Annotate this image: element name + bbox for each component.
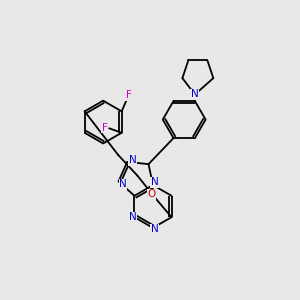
Text: N: N bbox=[129, 212, 137, 222]
Text: F: F bbox=[102, 123, 108, 133]
Text: N: N bbox=[151, 224, 158, 234]
Text: N: N bbox=[119, 179, 127, 189]
Text: N: N bbox=[191, 89, 199, 100]
Text: O: O bbox=[148, 189, 156, 199]
Text: F: F bbox=[126, 90, 131, 100]
Text: N: N bbox=[151, 177, 158, 187]
Text: N: N bbox=[129, 155, 136, 165]
